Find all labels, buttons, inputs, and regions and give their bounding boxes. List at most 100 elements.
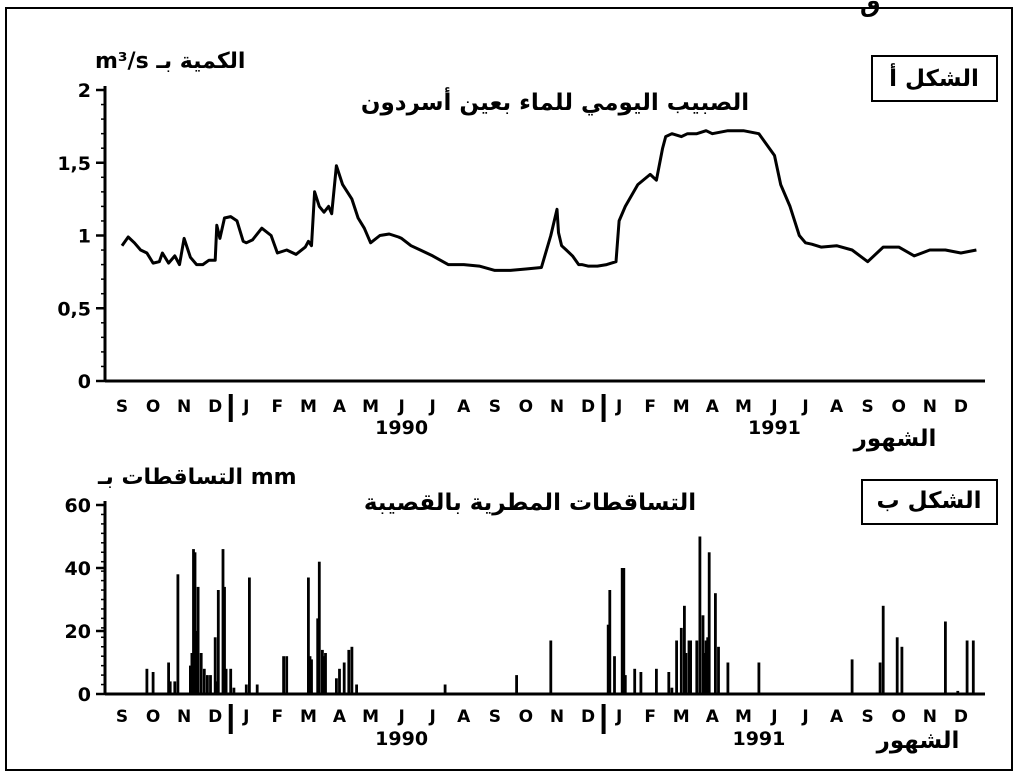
y-tick-label: 40 [65, 558, 91, 580]
month-label: N [550, 397, 564, 417]
rain-bar [640, 672, 643, 694]
panel-b-years: 1990 1991 [375, 728, 785, 750]
rain-bar [515, 675, 518, 694]
month-label: J [429, 397, 436, 417]
rain-bar [197, 587, 200, 694]
rain-bar [248, 578, 251, 695]
month-label: O [146, 707, 160, 727]
panel-a-plot [122, 131, 976, 271]
month-label: S [116, 397, 128, 417]
rain-bar [689, 641, 692, 695]
rain-bar [633, 669, 636, 694]
rain-bar [655, 669, 658, 694]
month-label: S [862, 397, 874, 417]
rain-bar [285, 656, 288, 694]
rain-bar [444, 685, 447, 695]
y-tick-label: 0,5 [57, 298, 91, 320]
rain-bar [233, 688, 236, 694]
panel-a-ylabel: m³/s الكمية بـ [95, 49, 245, 74]
year-label: 1990 [375, 417, 428, 439]
rain-bar [667, 672, 670, 694]
rain-bar [355, 685, 358, 695]
panel-a-title: الصبيب اليومي للماء بعين أسردون [361, 86, 749, 116]
month-label: J [397, 707, 404, 727]
month-label: S [862, 707, 874, 727]
month-label: A [706, 707, 720, 727]
month-label: M [362, 707, 379, 727]
rain-bar [699, 537, 702, 695]
y-tick-label: 60 [65, 495, 91, 517]
month-label: N [177, 397, 191, 417]
month-label: D [208, 397, 222, 417]
month-label: D [954, 397, 968, 417]
rain-bar [351, 647, 354, 694]
rain-bar [882, 606, 885, 694]
rain-bar [217, 590, 220, 694]
month-label: S [489, 397, 501, 417]
rain-bar [944, 622, 947, 695]
month-label: M [735, 397, 752, 417]
month-label: J [770, 707, 777, 727]
panel-b-label: الشكل ب [877, 488, 982, 514]
rain-bar [714, 593, 717, 694]
outer-frame [6, 8, 1012, 770]
month-label: D [954, 707, 968, 727]
month-label: F [644, 397, 656, 417]
month-label: A [830, 707, 844, 727]
rain-bar [256, 685, 259, 695]
month-label: M [300, 397, 317, 417]
rain-bar [680, 628, 683, 694]
month-label: O [892, 397, 906, 417]
month-label: S [116, 707, 128, 727]
month-label: M [300, 707, 317, 727]
rain-bar [310, 659, 313, 694]
panel-a: الشكل أ الصبيب اليومي للماء بعين أسردون … [57, 49, 997, 452]
rain-bar [245, 685, 248, 695]
month-label: O [892, 707, 906, 727]
rain-bar [675, 641, 678, 695]
rain-bar [206, 675, 209, 694]
rain-bar [727, 663, 730, 695]
rain-bar [613, 656, 616, 694]
month-label: M [362, 397, 379, 417]
year-label: 1991 [748, 417, 801, 439]
year-label: 1990 [375, 728, 428, 750]
month-label: J [429, 707, 436, 727]
rain-bar [347, 650, 350, 694]
rain-bar [324, 653, 327, 694]
panel-b-y-ticks: 0204060 [65, 495, 105, 706]
month-label: M [673, 397, 690, 417]
y-tick-label: 20 [65, 621, 91, 643]
rain-bar [335, 678, 338, 694]
panel-a-y-ticks: 00,511,52 [57, 80, 105, 393]
rain-bar [169, 681, 172, 694]
month-label: J [801, 397, 808, 417]
rain-bar [851, 659, 854, 694]
panel-a-label: الشكل أ [889, 62, 979, 92]
rain-bar [549, 641, 552, 695]
panel-a-years: 1990 1991 [375, 417, 801, 439]
rain-bar [896, 637, 899, 694]
rain-bar [152, 672, 155, 694]
panel-a-xlabel: الشهور [853, 426, 937, 452]
month-label: J [615, 397, 622, 417]
month-label: A [457, 397, 471, 417]
month-label: J [242, 707, 249, 727]
month-label: S [489, 707, 501, 727]
y-tick-label: 2 [78, 80, 91, 102]
panel-b-axes [101, 501, 985, 734]
month-label: O [519, 397, 533, 417]
y-tick-label: 1,5 [57, 153, 91, 175]
rain-bar [956, 691, 959, 694]
month-label: F [272, 707, 284, 727]
panel-b-xlabel: الشهور [876, 728, 960, 754]
month-label: N [923, 397, 937, 417]
month-label: O [519, 707, 533, 727]
frame-corner-mark: ق [860, 0, 881, 18]
month-label: A [333, 397, 347, 417]
month-label: N [923, 707, 937, 727]
rain-bar [173, 681, 176, 694]
rain-bar [708, 552, 711, 694]
rain-bar [624, 675, 627, 694]
